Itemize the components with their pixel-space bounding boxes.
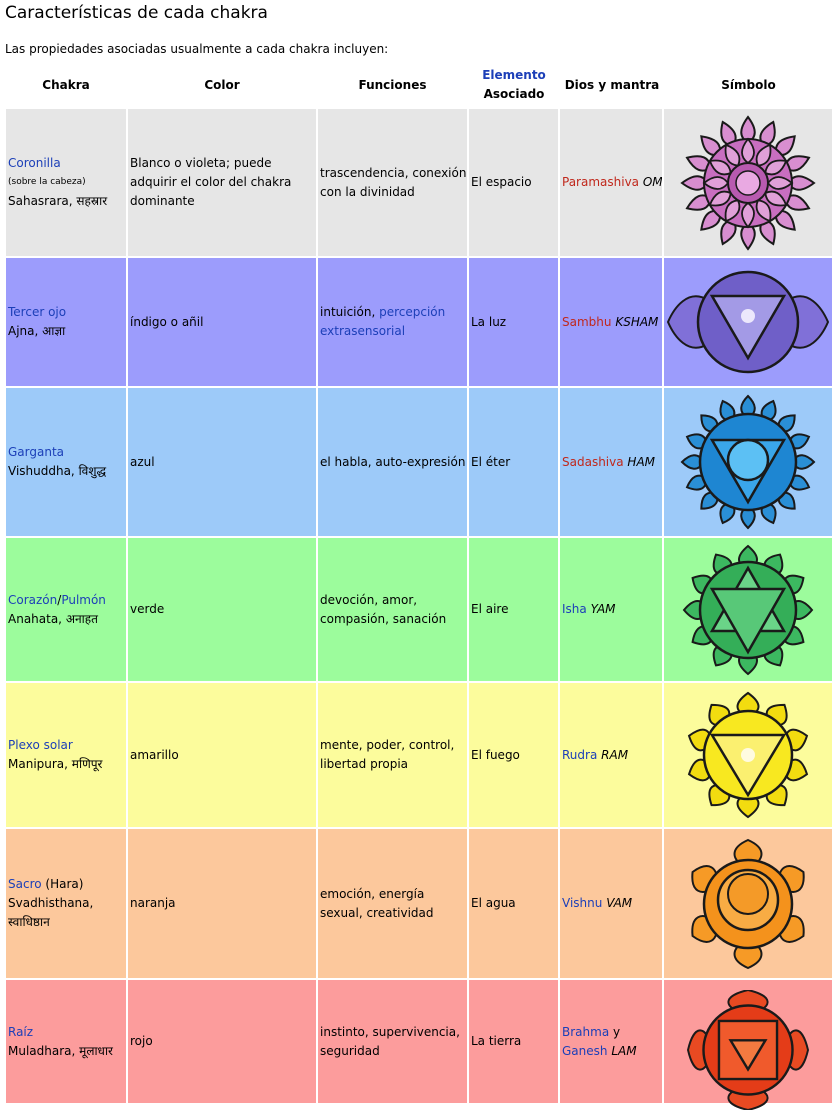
header-color: Color bbox=[204, 77, 240, 92]
funciones-cell: el habla, auto-expresión bbox=[320, 454, 466, 469]
table-row: Coronilla (sobre la cabeza) Sahasrara, स… bbox=[6, 109, 832, 256]
triangle-lotus-icon bbox=[664, 683, 832, 827]
chakra-link[interactable]: Coronilla bbox=[8, 156, 61, 170]
table-row: Plexo solar Manipura, मणिपूर amarillo me… bbox=[6, 683, 832, 827]
chakra-name: Manipura, मणिपूर bbox=[8, 757, 103, 771]
funciones-cell: devoción, amor, compasión, sanación bbox=[320, 592, 447, 626]
color-cell: rojo bbox=[130, 1034, 153, 1048]
crescent-lotus-icon bbox=[664, 829, 832, 978]
mantra: OM bbox=[642, 175, 663, 189]
color-cell: naranja bbox=[130, 896, 176, 910]
chakra-note: (sobre la cabeza) bbox=[8, 177, 86, 187]
chakra-link[interactable]: Plexo solar bbox=[8, 738, 73, 752]
dios-cell: Isha YAM bbox=[560, 538, 663, 681]
funciones-cell: emoción, energía sexual, creatividad bbox=[320, 886, 434, 920]
color-cell: verde bbox=[130, 602, 165, 616]
chakra-cell: Tercer ojo Ajna, आज्ञा bbox=[6, 258, 126, 386]
table-row: Garganta Vishuddha, विशुद्ध azul el habl… bbox=[6, 388, 832, 536]
mantra: HAM bbox=[627, 454, 656, 469]
chakra-sep: / bbox=[57, 592, 62, 607]
chakra-cell: Garganta Vishuddha, विशुद्ध bbox=[6, 388, 126, 536]
dios-link-2[interactable]: Ganesh bbox=[562, 1043, 608, 1058]
funciones-cell: trascendencia, conexión con la divinidad bbox=[320, 165, 467, 199]
dios-link[interactable]: Vishnu bbox=[562, 896, 603, 910]
elemento-cell: La luz bbox=[471, 314, 507, 329]
mantra: KSHAM bbox=[615, 314, 659, 329]
header-chakra: Chakra bbox=[42, 77, 90, 92]
chakra-name: Svadhisthana, स्वाधिष्ठान bbox=[8, 896, 94, 929]
chakra-cell: Coronilla (sobre la cabeza) Sahasrara, स… bbox=[6, 109, 126, 256]
dios-cell: Brahma y Ganesh LAM bbox=[560, 980, 663, 1103]
dios-link[interactable]: Rudra bbox=[562, 747, 598, 762]
elemento-cell: La tierra bbox=[471, 1034, 522, 1048]
chakra-name: Muladhara, मूलाधार bbox=[8, 1043, 113, 1058]
dios-join: y bbox=[609, 1024, 621, 1039]
header-elemento: Elemento Asociado bbox=[469, 62, 559, 108]
chakra-link[interactable]: Tercer ojo bbox=[8, 305, 67, 319]
elemento-cell: El éter bbox=[471, 454, 511, 469]
chakra-name: Anahata, अनाहत bbox=[8, 611, 98, 626]
chakra-link[interactable]: Raíz bbox=[8, 1024, 34, 1039]
dios-link[interactable]: Sambhu bbox=[562, 314, 612, 329]
chakra-link[interactable]: Sacro bbox=[8, 877, 42, 891]
mantra: VAM bbox=[606, 896, 633, 910]
dios-cell: Sambhu KSHAM bbox=[560, 258, 663, 386]
funciones-link[interactable]: percepción extrasensorial bbox=[320, 305, 446, 338]
mantra: YAM bbox=[590, 602, 616, 616]
chakra-cell: Sacro (Hara) Svadhisthana, स्वाधिष्ठान bbox=[6, 829, 126, 978]
color-cell: índigo o añil bbox=[130, 314, 204, 329]
funciones-cell: mente, poder, control, libertad propia bbox=[320, 738, 455, 771]
table-row: Sacro (Hara) Svadhisthana, स्वाधिष्ठान n… bbox=[6, 829, 832, 978]
elemento-cell: El espacio bbox=[471, 175, 532, 189]
funciones-cell: intuición, percepción extrasensorial bbox=[318, 258, 468, 386]
chakra-link-2[interactable]: Pulmón bbox=[61, 592, 106, 607]
dios-cell: Paramashiva OM bbox=[560, 109, 663, 256]
table-row: Tercer ojo Ajna, आज्ञा índigo o añil int… bbox=[6, 258, 832, 386]
chakra-cell: Plexo solar Manipura, मणिपूर bbox=[6, 683, 126, 827]
mantra: LAM bbox=[611, 1043, 637, 1058]
color-cell: azul bbox=[130, 454, 155, 469]
chakra-link[interactable]: Garganta bbox=[8, 445, 65, 459]
header-simbolo: Símbolo bbox=[721, 77, 776, 92]
hexagram-lotus-icon bbox=[664, 538, 832, 681]
funciones-text: intuición, bbox=[320, 305, 380, 319]
dios-cell: Rudra RAM bbox=[560, 683, 663, 827]
dios-link[interactable]: Sadashiva bbox=[562, 454, 624, 469]
lotus-thousand-petal-icon bbox=[664, 109, 832, 256]
chakra-name: Ajna, आज्ञा bbox=[8, 324, 66, 338]
dios-cell: Vishnu VAM bbox=[560, 829, 663, 978]
chakra-extra: (Hara) bbox=[41, 877, 84, 891]
page-title: Características de cada chakra bbox=[5, 3, 268, 23]
chakra-link[interactable]: Corazón bbox=[8, 592, 58, 607]
elemento-link[interactable]: Elemento bbox=[482, 68, 546, 82]
elemento-cell: El aire bbox=[471, 602, 509, 616]
square-lotus-icon bbox=[664, 980, 832, 1110]
table-row: Raíz Muladhara, मूलाधार rojo instinto, s… bbox=[6, 980, 832, 1110]
chakra-cell: Corazón/Pulmón Anahata, अनाहत bbox=[6, 538, 126, 681]
chakra-cell: Raíz Muladhara, मूलाधार bbox=[6, 980, 126, 1103]
funciones-cell: instinto, supervivencia, seguridad bbox=[320, 1024, 460, 1058]
header-funciones: Funciones bbox=[358, 77, 427, 92]
sixteen-petal-lotus-icon bbox=[664, 388, 832, 536]
dios-link[interactable]: Isha bbox=[562, 602, 587, 616]
dios-link[interactable]: Brahma bbox=[562, 1024, 610, 1039]
mantra: RAM bbox=[601, 747, 629, 762]
elemento-cell: El fuego bbox=[471, 747, 520, 762]
header-dios: Dios y mantra bbox=[564, 77, 660, 92]
elemento-cell: El agua bbox=[471, 896, 516, 910]
dios-cell: Sadashiva HAM bbox=[560, 388, 663, 536]
chakra-name: Sahasrara, सहस्रार bbox=[8, 194, 108, 208]
color-cell: Blanco o violeta; puede adquirir el colo… bbox=[130, 156, 292, 208]
dios-link[interactable]: Paramashiva bbox=[562, 175, 640, 189]
table-row: Corazón/Pulmón Anahata, अनाहत verde devo… bbox=[6, 538, 832, 681]
elemento-rest: Asociado bbox=[483, 87, 545, 101]
color-cell: amarillo bbox=[130, 747, 179, 762]
intro-text: Las propiedades asociadas usualmente a c… bbox=[5, 42, 389, 56]
two-petal-lotus-icon bbox=[664, 258, 832, 386]
chakra-name: Vishuddha, विशुद्ध bbox=[8, 464, 107, 478]
